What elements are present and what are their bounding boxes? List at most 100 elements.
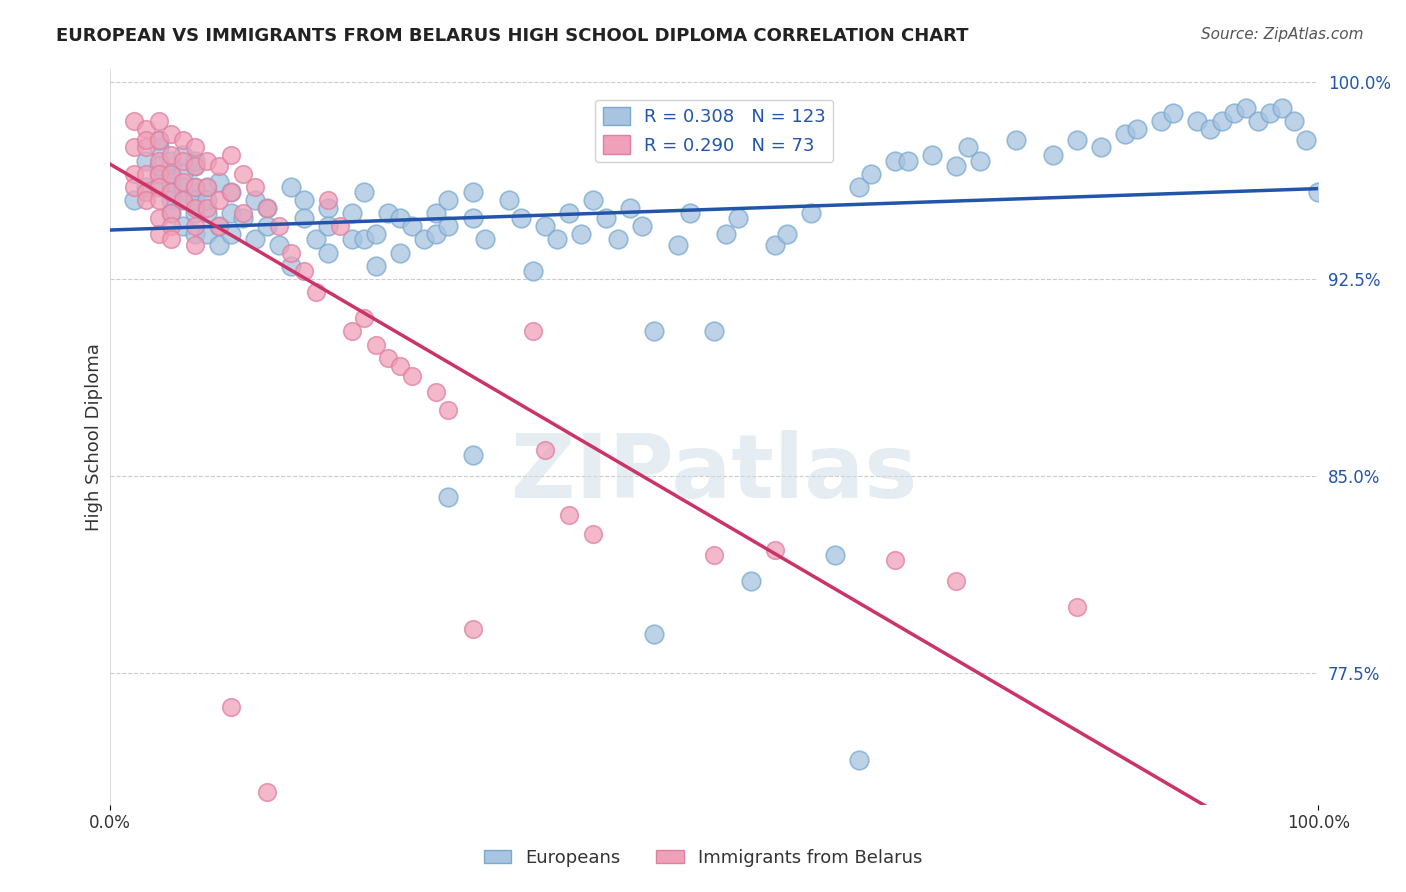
Point <box>148 193 170 207</box>
Point <box>184 227 207 242</box>
Point <box>159 167 181 181</box>
Point <box>148 159 170 173</box>
Point <box>1150 114 1173 128</box>
Point <box>1066 132 1088 146</box>
Point <box>148 132 170 146</box>
Point <box>184 159 207 173</box>
Point <box>425 384 447 399</box>
Point <box>461 622 484 636</box>
Point <box>389 211 412 226</box>
Point <box>316 219 339 234</box>
Point <box>401 369 423 384</box>
Point <box>1005 132 1028 146</box>
Point <box>884 153 907 168</box>
Point <box>703 325 725 339</box>
Point <box>280 245 302 260</box>
Point <box>800 206 823 220</box>
Point <box>184 140 207 154</box>
Point <box>148 140 170 154</box>
Point <box>389 359 412 373</box>
Point <box>292 264 315 278</box>
Point <box>522 264 544 278</box>
Point <box>135 167 157 181</box>
Point <box>1258 106 1281 120</box>
Point <box>208 159 231 173</box>
Point <box>172 193 194 207</box>
Point <box>1163 106 1185 120</box>
Point <box>148 179 170 194</box>
Point <box>619 201 641 215</box>
Point <box>135 140 157 154</box>
Point <box>340 206 363 220</box>
Point <box>172 153 194 168</box>
Point <box>329 219 352 234</box>
Point <box>884 553 907 567</box>
Point <box>208 219 231 234</box>
Point <box>364 337 387 351</box>
Point <box>159 153 181 168</box>
Point <box>1042 148 1064 162</box>
Point <box>172 179 194 194</box>
Point <box>1222 106 1244 120</box>
Point <box>219 227 242 242</box>
Point <box>256 201 278 215</box>
Point <box>280 179 302 194</box>
Point <box>148 114 170 128</box>
Point <box>245 193 267 207</box>
Point <box>184 193 207 207</box>
Point <box>437 219 460 234</box>
Point <box>945 159 967 173</box>
Point <box>159 167 181 181</box>
Point <box>316 245 339 260</box>
Point <box>208 175 231 189</box>
Legend: Europeans, Immigrants from Belarus: Europeans, Immigrants from Belarus <box>477 842 929 874</box>
Point <box>159 206 181 220</box>
Point <box>184 153 207 168</box>
Point <box>124 114 146 128</box>
Point <box>172 219 194 234</box>
Point <box>256 784 278 798</box>
Point <box>184 179 207 194</box>
Point <box>148 167 170 181</box>
Point <box>860 167 883 181</box>
Point <box>219 148 242 162</box>
Point <box>159 232 181 246</box>
Point <box>135 193 157 207</box>
Point <box>437 490 460 504</box>
Point <box>219 185 242 199</box>
Point <box>195 153 218 168</box>
Point <box>1187 114 1209 128</box>
Point <box>148 153 170 168</box>
Point <box>148 167 170 181</box>
Point <box>1198 122 1220 136</box>
Point <box>1247 114 1270 128</box>
Point <box>256 201 278 215</box>
Point <box>135 153 157 168</box>
Point <box>558 508 581 523</box>
Point <box>135 179 157 194</box>
Point <box>353 232 375 246</box>
Point <box>232 211 254 226</box>
Point <box>824 548 846 562</box>
Point <box>1271 101 1294 115</box>
Point <box>316 193 339 207</box>
Point <box>159 179 181 194</box>
Point <box>1066 600 1088 615</box>
Point <box>195 179 218 194</box>
Point <box>956 140 979 154</box>
Point <box>498 193 520 207</box>
Point <box>219 700 242 714</box>
Point <box>159 148 181 162</box>
Point <box>630 219 652 234</box>
Legend: R = 0.308   N = 123, R = 0.290   N = 73: R = 0.308 N = 123, R = 0.290 N = 73 <box>595 100 834 161</box>
Point <box>377 351 399 365</box>
Point <box>256 219 278 234</box>
Point <box>1126 122 1149 136</box>
Point <box>195 201 218 215</box>
Point <box>582 527 605 541</box>
Point <box>135 122 157 136</box>
Point <box>135 185 157 199</box>
Point <box>124 140 146 154</box>
Point <box>945 574 967 589</box>
Point <box>474 232 496 246</box>
